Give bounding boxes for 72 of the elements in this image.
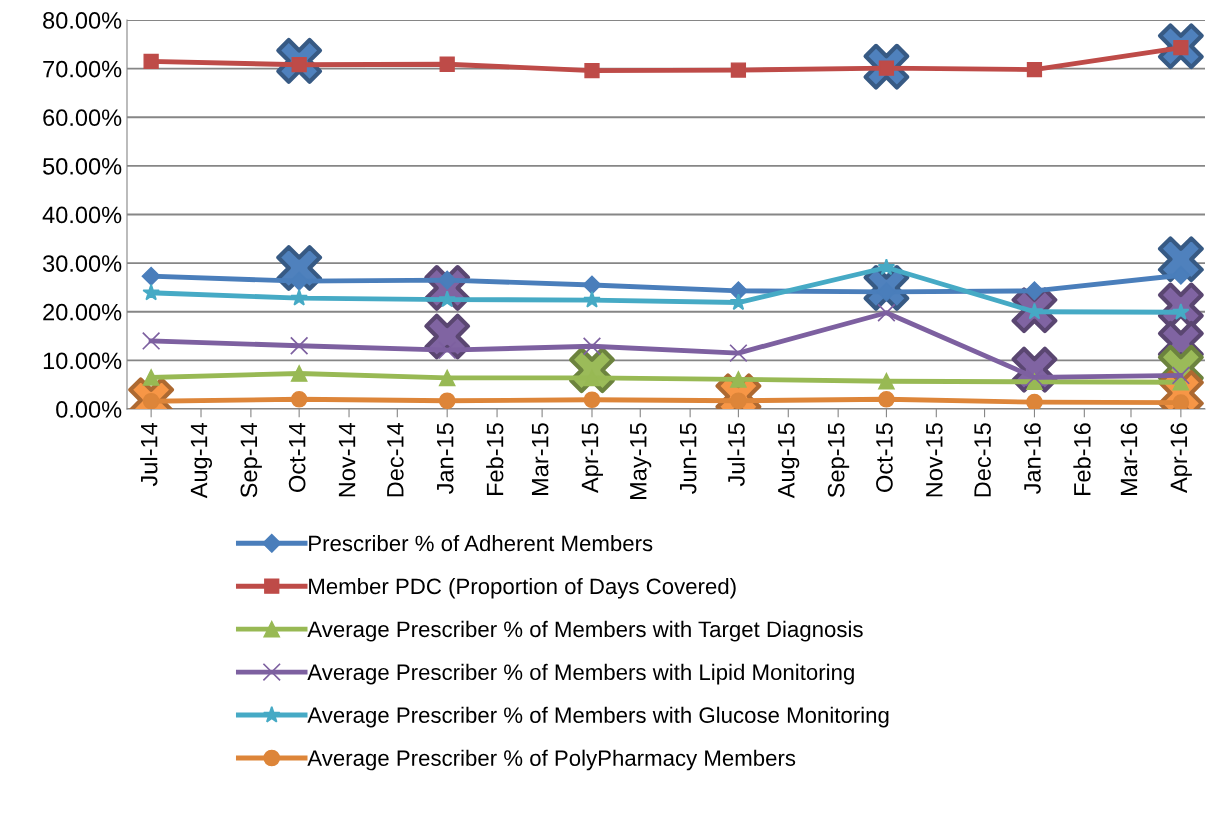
point xyxy=(582,275,602,295)
legend-label: Average Prescriber % of Members with Lipid Monitoring xyxy=(307,663,854,685)
point xyxy=(290,390,308,408)
x-tick-label: Nov-14 xyxy=(338,422,356,497)
point xyxy=(438,290,456,308)
point xyxy=(1026,393,1043,409)
point xyxy=(438,369,456,387)
point xyxy=(438,392,456,409)
point xyxy=(1157,236,1204,283)
point xyxy=(878,372,895,390)
y-tick-label: 30.00% xyxy=(42,255,122,272)
x-tick-label: May-15 xyxy=(630,423,652,499)
point xyxy=(583,391,601,409)
x-tick-label: Jun-15 xyxy=(680,423,697,495)
point xyxy=(439,56,455,72)
point xyxy=(290,288,308,306)
x-tick-label: Dec-15 xyxy=(974,423,991,497)
x-tick-label: Sep-15 xyxy=(827,423,850,498)
point xyxy=(141,266,161,286)
x-tick-label: Aug-14 xyxy=(190,422,213,499)
y-tick-label: 80.00% xyxy=(43,12,122,29)
point xyxy=(1172,394,1190,409)
point xyxy=(877,258,896,276)
point xyxy=(142,369,160,386)
point xyxy=(143,53,159,69)
point xyxy=(142,283,160,301)
point xyxy=(1024,281,1044,301)
x-tick-label: Sep-14 xyxy=(240,422,262,498)
x-tick-label: Apr-16 xyxy=(1170,423,1192,494)
legend-label: Average Prescriber % of Members with Target Diagnosis xyxy=(307,620,863,642)
x-tick-label: Oct-14 xyxy=(288,422,306,492)
x-tick-label: Oct-15 xyxy=(876,423,893,492)
x-tick-label: Jul-15 xyxy=(727,423,745,487)
x-tick-label: Mar-16 xyxy=(1120,423,1138,496)
x-tick-label: Dec-14 xyxy=(387,422,404,497)
y-tick-label: 50.00% xyxy=(43,157,122,175)
y-tick-label: 70.00% xyxy=(43,60,122,78)
x-tick-label: Nov-15 xyxy=(926,423,943,497)
legend-label: Average Prescriber % of PolyPharmacy Members xyxy=(307,749,796,771)
point xyxy=(1026,61,1043,78)
x-tick-label: Mar-15 xyxy=(531,423,549,496)
point xyxy=(290,365,308,382)
point xyxy=(1171,366,1191,385)
point xyxy=(728,281,748,301)
point xyxy=(582,337,602,356)
x-tick-label: Jan-15 xyxy=(437,423,454,495)
legend-label: Prescriber % of Adherent Members xyxy=(309,534,653,552)
point xyxy=(1171,265,1191,285)
legend-label: Member PDC (Proportion of Days Covered) xyxy=(309,577,736,599)
x-tick-label: Jan-16 xyxy=(1024,423,1041,495)
point xyxy=(729,343,748,363)
x-tick-label: Feb-15 xyxy=(486,423,504,496)
y-tick-label: 10.00% xyxy=(43,352,122,370)
legend-label: Average Prescriber % of Members with Glucose Monitoring xyxy=(307,706,889,728)
y-tick-label: 20.00% xyxy=(43,303,122,321)
point xyxy=(289,336,309,355)
point xyxy=(877,303,896,322)
point xyxy=(730,371,747,388)
point xyxy=(878,390,895,408)
y-tick-label: 0.00% xyxy=(56,401,122,418)
point xyxy=(583,290,601,308)
point xyxy=(584,62,600,79)
x-tick-label: Feb-16 xyxy=(1073,423,1091,496)
x-tick-label: Jul-14 xyxy=(140,422,158,487)
x-tick-label: Apr-15 xyxy=(581,423,603,494)
point xyxy=(289,271,309,291)
y-tick-label: 40.00% xyxy=(42,206,122,224)
y-tick-label: 60.00% xyxy=(43,109,122,127)
x-tick-label: Aug-15 xyxy=(778,423,800,499)
point xyxy=(141,331,161,351)
point xyxy=(730,62,747,78)
point xyxy=(730,392,747,409)
